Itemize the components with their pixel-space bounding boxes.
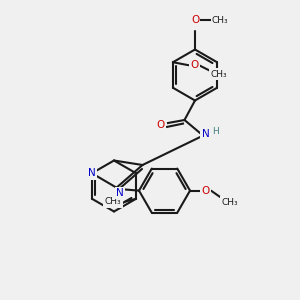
Text: H: H xyxy=(212,128,219,136)
Text: O: O xyxy=(202,186,210,196)
Text: N: N xyxy=(88,168,96,178)
Text: CH₃: CH₃ xyxy=(211,70,227,79)
Text: CH₃: CH₃ xyxy=(222,198,238,206)
Text: O: O xyxy=(190,60,198,70)
Text: N: N xyxy=(116,188,124,198)
Text: N: N xyxy=(202,129,209,139)
Text: O: O xyxy=(191,15,199,26)
Text: O: O xyxy=(156,119,165,130)
Text: CH₃: CH₃ xyxy=(105,197,121,206)
Text: CH₃: CH₃ xyxy=(212,16,229,25)
